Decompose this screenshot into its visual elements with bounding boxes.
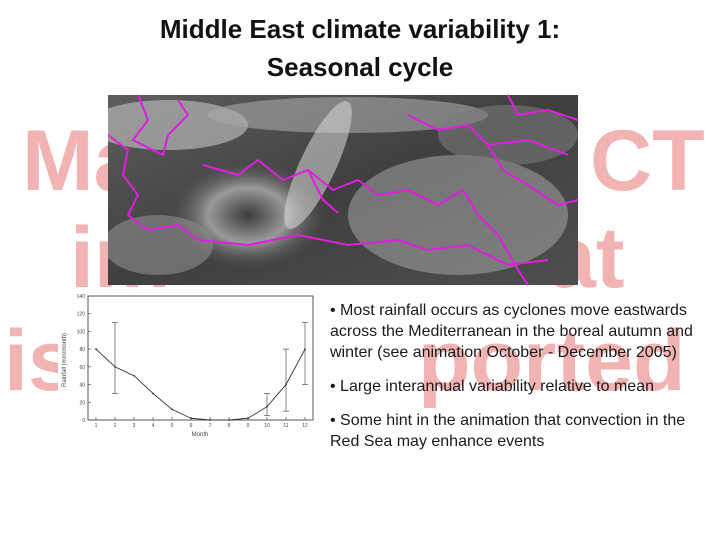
mean-rainfall-point bbox=[247, 417, 249, 420]
x-tick-label: 1 bbox=[95, 423, 98, 429]
x-tick-label: 5 bbox=[171, 423, 174, 429]
y-tick-label: 100 bbox=[77, 329, 86, 335]
y-tick-label: 120 bbox=[77, 312, 86, 318]
x-tick-label: 6 bbox=[190, 423, 193, 429]
y-tick-label: 40 bbox=[79, 383, 85, 389]
y-tick-label: 20 bbox=[79, 400, 85, 406]
x-tick-label: 9 bbox=[247, 423, 250, 429]
satellite-image-svg bbox=[108, 95, 578, 285]
x-tick-label: 4 bbox=[152, 423, 155, 429]
y-tick-label: 0 bbox=[82, 418, 85, 424]
y-tick-label: 60 bbox=[79, 365, 85, 371]
bullet-red-sea-convection: • Some hint in the animation that convec… bbox=[330, 412, 686, 450]
x-tick-label: 8 bbox=[228, 423, 231, 429]
satellite-image bbox=[108, 95, 578, 285]
x-tick-label: 12 bbox=[302, 423, 308, 429]
x-tick-label: 7 bbox=[209, 423, 212, 429]
x-tick-label: 10 bbox=[264, 423, 270, 429]
x-tick-label: 3 bbox=[133, 423, 136, 429]
rainfall-plot-svg: Rainfall (mm/month) Month 02040608010012… bbox=[62, 294, 314, 438]
plot-xlabel: Month bbox=[192, 432, 209, 438]
slide-title: Middle East climate variability 1: Seaso… bbox=[0, 10, 720, 86]
mean-rainfall-point bbox=[190, 417, 192, 420]
y-tick-label: 80 bbox=[79, 347, 85, 353]
mean-rainfall-point bbox=[95, 348, 97, 351]
plot-ylabel: Rainfall (mm/month) bbox=[62, 333, 68, 387]
bullet-rainfall-cyclones: • Most rainfall occurs as cyclones move … bbox=[330, 302, 693, 361]
y-tick-label: 140 bbox=[77, 294, 86, 300]
bullet-interannual-variability: • Large interannual variability relative… bbox=[330, 378, 654, 395]
watermark-line1-right: CT bbox=[590, 113, 705, 209]
x-tick-label: 2 bbox=[114, 423, 117, 429]
mean-rainfall-point bbox=[152, 392, 154, 395]
mean-rainfall-point bbox=[228, 419, 230, 421]
mean-rainfall-point bbox=[209, 419, 211, 421]
bullet-list: • Most rainfall occurs as cyclones move … bbox=[330, 300, 710, 465]
title-line-1: Middle East climate variability 1: bbox=[159, 14, 561, 44]
mean-rainfall-point bbox=[133, 374, 135, 377]
rainfall-seasonal-plot: Rainfall (mm/month) Month 0 20 40 60 80 100 12… bbox=[58, 290, 320, 438]
mean-rainfall-point bbox=[171, 408, 173, 411]
x-tick-label: 11 bbox=[283, 423, 288, 429]
mean-rainfall-line bbox=[95, 348, 306, 421]
title-line-2: Seasonal cycle bbox=[266, 52, 454, 82]
plot-frame bbox=[87, 295, 314, 421]
